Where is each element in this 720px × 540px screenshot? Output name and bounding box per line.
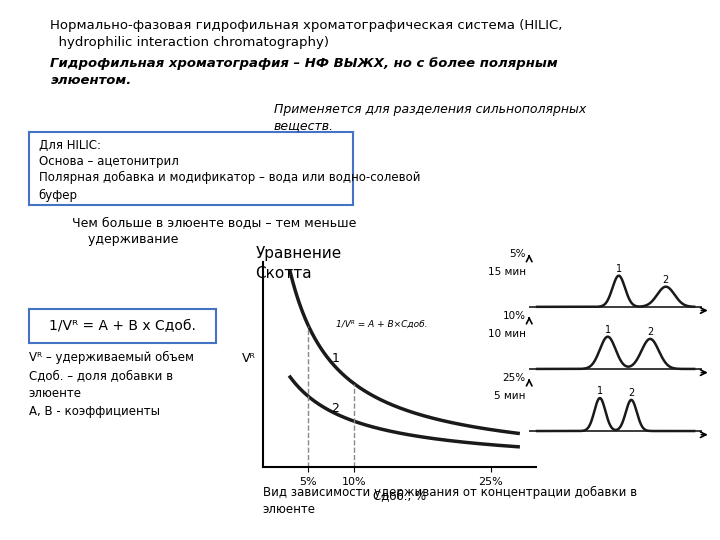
Text: 2: 2 — [628, 388, 634, 398]
Text: 15 мин: 15 мин — [487, 267, 526, 277]
Text: 1: 1 — [331, 352, 339, 365]
Text: 25%: 25% — [503, 373, 526, 383]
Text: Уравнение
Скотта: Уравнение Скотта — [256, 246, 342, 280]
Text: 1: 1 — [605, 325, 611, 335]
Text: Vᴿ – удерживаемый объем
Cдоб. – доля добавки в
элюенте
A, B - коэффициенты: Vᴿ – удерживаемый объем Cдоб. – доля доб… — [29, 351, 194, 418]
Text: 1: 1 — [616, 264, 622, 274]
Text: Основа – ацетонитрил: Основа – ацетонитрил — [39, 155, 179, 168]
Text: Нормально-фазовая гидрофильная хроматографическая система (HILIC,
  hydrophilic : Нормально-фазовая гидрофильная хроматогр… — [50, 19, 563, 49]
Text: Для HILIC:: Для HILIC: — [39, 139, 101, 152]
Text: 5 мин: 5 мин — [494, 391, 526, 401]
Text: Гидрофильная хроматография – НФ ВЫЖХ, но с более полярным
элюентом.: Гидрофильная хроматография – НФ ВЫЖХ, но… — [50, 57, 558, 87]
Text: 2: 2 — [662, 275, 669, 285]
Text: 1/Vᴿ = A + B x Cдоб.: 1/Vᴿ = A + B x Cдоб. — [49, 319, 196, 333]
Text: 1: 1 — [597, 386, 603, 396]
Text: 5%: 5% — [509, 249, 526, 259]
Text: 2: 2 — [647, 327, 653, 337]
Text: Применяется для разделения сильнополярных
веществ.: Применяется для разделения сильнополярны… — [274, 103, 586, 133]
Text: буфер: буфер — [39, 188, 78, 201]
Text: 10%: 10% — [503, 311, 526, 321]
Y-axis label: Vᴿ: Vᴿ — [242, 352, 256, 365]
Text: 2: 2 — [331, 402, 339, 415]
Text: 10 мин: 10 мин — [487, 329, 526, 339]
Text: 1/Vᴿ = A + B×Cдоб.: 1/Vᴿ = A + B×Cдоб. — [336, 319, 427, 328]
Text: Чем больше в элюенте воды – тем меньше
    удерживание: Чем больше в элюенте воды – тем меньше у… — [72, 216, 356, 246]
Text: Полярная добавка и модификатор – вода или водно-солевой: Полярная добавка и модификатор – вода ил… — [39, 171, 420, 184]
Text: Вид зависимости удерживания от концентрации добавки в
элюенте: Вид зависимости удерживания от концентра… — [263, 486, 637, 516]
X-axis label: Cдоб., %: Cдоб., % — [373, 490, 426, 503]
